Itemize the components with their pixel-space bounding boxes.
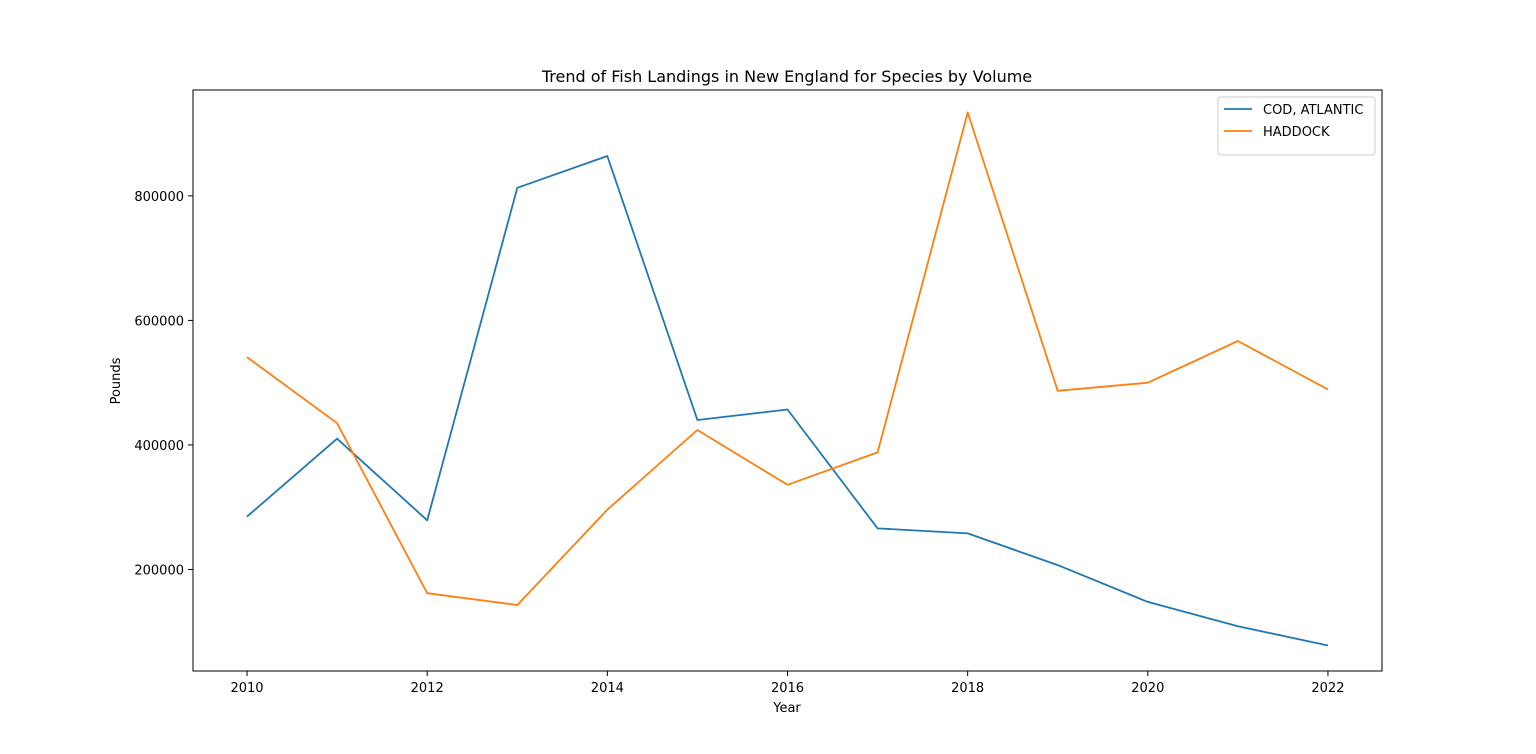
plot-area — [192, 89, 1383, 672]
x-tick-label: 2022 — [1311, 681, 1344, 696]
x-tick-label: 2020 — [1131, 681, 1164, 696]
x-axis-label: Year — [772, 701, 801, 716]
x-tick-label: 2016 — [771, 681, 804, 696]
y-tick-label: 200000 — [134, 563, 184, 578]
x-tick-label: 2018 — [951, 681, 984, 696]
series-line-haddock — [246, 111, 1329, 606]
y-axis: 200000 400000 600000 800000 — [134, 190, 193, 578]
x-tick-label: 2012 — [411, 681, 444, 696]
legend-entry: COD, ATLANTIC — [1263, 103, 1363, 118]
y-tick-label: 600000 — [134, 314, 184, 329]
series-line-cod-atlantic — [246, 155, 1329, 647]
plot-frame — [192, 89, 1383, 672]
legend-entry: HADDOCK — [1263, 125, 1330, 140]
x-tick-label: 2010 — [230, 681, 263, 696]
x-tick-label: 2014 — [591, 681, 624, 696]
y-axis-label: Pounds — [109, 357, 124, 404]
x-axis: 2010 2012 2014 2016 2018 2020 2022 — [230, 671, 1345, 696]
legend-box — [1217, 96, 1376, 156]
series-lines — [246, 111, 1329, 647]
y-tick-label: 400000 — [134, 439, 184, 454]
y-tick-label: 800000 — [134, 190, 184, 205]
legend: COD, ATLANTIC HADDOCK — [1217, 96, 1376, 156]
chart-title: Trend of Fish Landings in New England fo… — [541, 67, 1032, 86]
